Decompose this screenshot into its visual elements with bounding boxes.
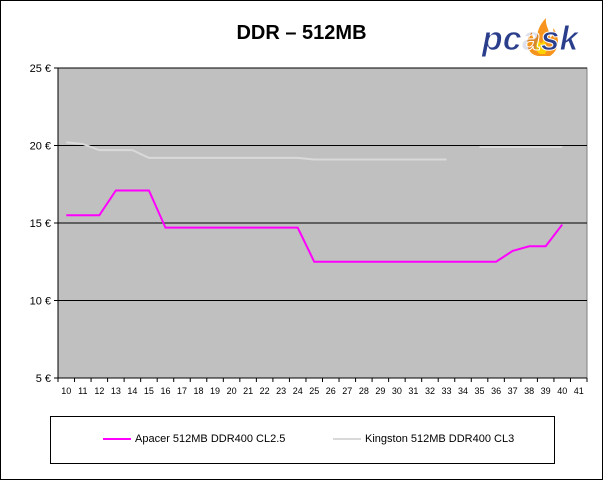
legend-swatch-apacer — [103, 438, 131, 440]
flame-icon — [527, 18, 558, 56]
x-tick-label: 26 — [326, 386, 336, 396]
y-tick-label: 10 € — [30, 296, 51, 308]
x-tick-label: 25 — [309, 386, 319, 396]
legend-swatch-kingston — [333, 438, 361, 440]
x-tick-label: 41 — [574, 386, 584, 396]
x-tick-label: 27 — [342, 386, 352, 396]
x-tick-label: 28 — [359, 386, 369, 396]
legend-item-apacer: Apacer 512MB DDR400 CL2.5 — [103, 433, 285, 445]
x-tick-label: 18 — [194, 386, 204, 396]
chart-title: DDR – 512MB — [236, 22, 367, 44]
x-tick-label: 38 — [524, 386, 534, 396]
x-tick-label: 30 — [392, 386, 402, 396]
logo-text: pcask — [481, 20, 581, 58]
x-tick-label: 34 — [458, 386, 468, 396]
series-line-kingston — [66, 141, 447, 161]
x-tick-label: 10 — [61, 386, 71, 396]
x-tick-label: 40 — [557, 386, 567, 396]
x-tick-label: 15 — [144, 386, 154, 396]
legend-label-apacer: Apacer 512MB DDR400 CL2.5 — [135, 433, 286, 445]
y-tick-label: 15 € — [30, 218, 51, 230]
x-tick-label: 35 — [475, 386, 485, 396]
x-tick-label: 29 — [375, 386, 385, 396]
x-tick-label: 39 — [541, 386, 551, 396]
y-tick-label: 25 € — [30, 63, 51, 75]
x-tick-label: 22 — [260, 386, 270, 396]
pcask-logo: pcask — [481, 18, 581, 59]
x-tick-label: 12 — [94, 386, 104, 396]
x-tick-label: 16 — [160, 386, 170, 396]
x-tick-label: 24 — [293, 386, 303, 396]
x-tick-label: 13 — [111, 386, 121, 396]
x-tick-label: 21 — [243, 386, 253, 396]
x-tick-label: 19 — [210, 386, 220, 396]
y-tick-label: 20 € — [30, 141, 51, 153]
x-tick-label: 36 — [491, 386, 501, 396]
x-tick-label: 33 — [441, 386, 451, 396]
x-tick-label: 23 — [276, 386, 286, 396]
x-tick-label: 32 — [425, 386, 435, 396]
legend-item-kingston: Kingston 512MB DDR400 CL3 — [333, 433, 514, 445]
x-tick-label: 31 — [408, 386, 418, 396]
x-tick-label: 11 — [78, 386, 87, 396]
y-tick-label: 5 € — [36, 373, 51, 385]
x-tick-label: 17 — [177, 386, 187, 396]
line-chart: 5 € 10 € 15 € 20 € 25 € 10 11 12 13 14 15 16 17 18 19 2… — [30, 63, 588, 396]
legend-label-kingston: Kingston 512MB DDR400 CL3 — [365, 433, 515, 445]
x-tick-label: 20 — [227, 386, 237, 396]
x-tick-label: 14 — [127, 386, 137, 396]
x-tick-label: 37 — [508, 386, 518, 396]
legend: Apacer 512MB DDR400 CL2.5 Kingston 512MB… — [50, 416, 555, 464]
series-line-apacer — [66, 189, 563, 263]
